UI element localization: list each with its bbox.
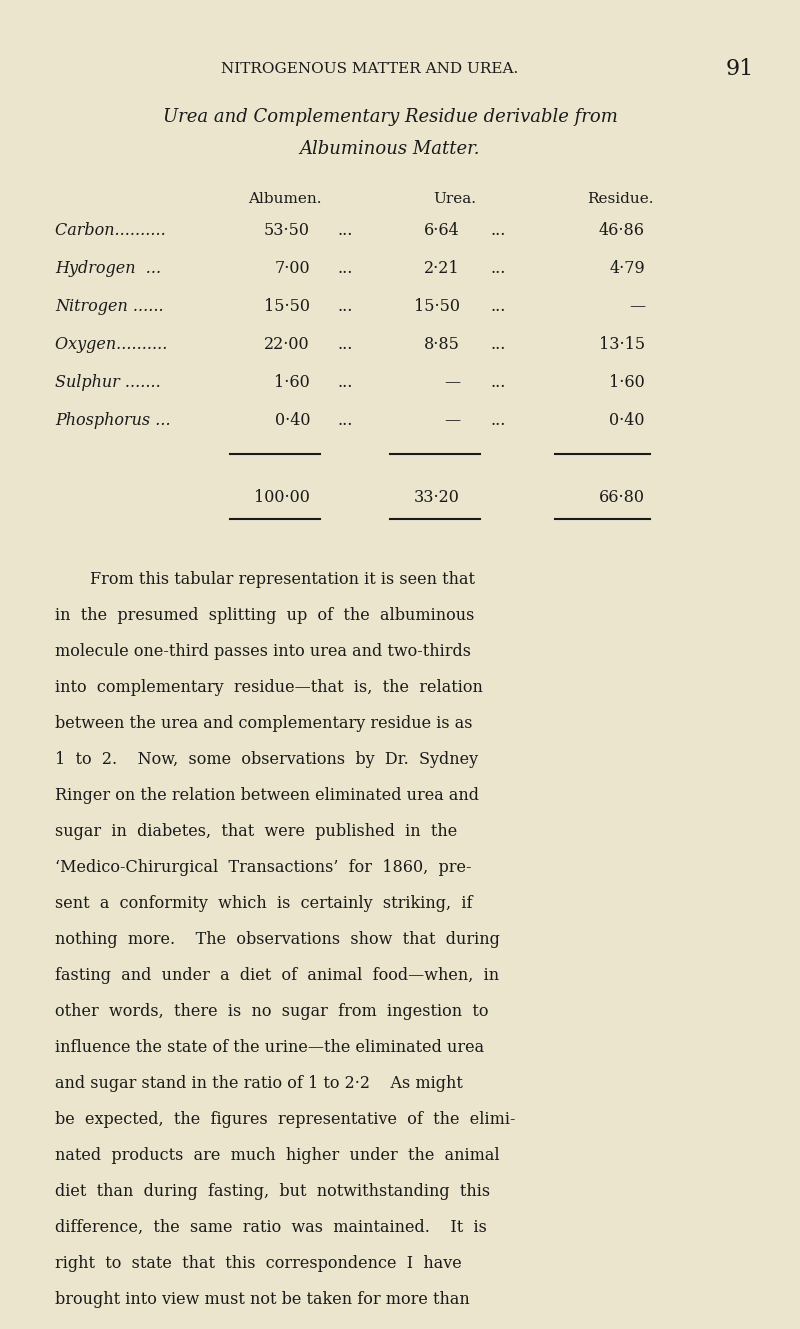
Text: brought into view must not be taken for more than: brought into view must not be taken for … [55,1290,470,1308]
Text: 0·40: 0·40 [610,412,645,429]
Text: 4·79: 4·79 [610,260,645,276]
Text: 13·15: 13·15 [599,336,645,354]
Text: ...: ... [490,298,506,315]
Text: and sugar stand in the ratio of 1 to 2·2    As might: and sugar stand in the ratio of 1 to 2·2… [55,1075,463,1092]
Text: difference,  the  same  ratio  was  maintained.    It  is: difference, the same ratio was maintaine… [55,1219,487,1236]
Text: 22·00: 22·00 [264,336,310,354]
Text: sent  a  conformity  which  is  certainly  striking,  if: sent a conformity which is certainly str… [55,894,473,912]
Text: Phosphorus ...: Phosphorus ... [55,412,176,429]
Text: —: — [444,373,460,391]
Text: ...: ... [490,373,506,391]
Text: 1  to  2.    Now,  some  observations  by  Dr.  Sydney: 1 to 2. Now, some observations by Dr. Sy… [55,751,478,768]
Text: sugar  in  diabetes,  that  were  published  in  the: sugar in diabetes, that were published i… [55,823,458,840]
Text: ...: ... [338,298,353,315]
Text: ...: ... [338,336,353,354]
Text: nated  products  are  much  higher  under  the  animal: nated products are much higher under the… [55,1147,500,1164]
Text: Urea and Complementary Residue derivable from: Urea and Complementary Residue derivable… [162,108,618,126]
Text: ...: ... [490,336,506,354]
Text: Sulphur .......: Sulphur ....... [55,373,166,391]
Text: Nitrogen ......: Nitrogen ...... [55,298,169,315]
Text: 91: 91 [726,58,754,80]
Text: between the urea and complementary residue is as: between the urea and complementary resid… [55,715,473,732]
Text: ...: ... [490,260,506,276]
Text: ...: ... [490,222,506,239]
Text: Oxygen..........: Oxygen.......... [55,336,173,354]
Text: 7·00: 7·00 [274,260,310,276]
Text: be  expected,  the  figures  representative  of  the  elimi-: be expected, the figures representative … [55,1111,515,1128]
Text: Urea.: Urea. [434,191,477,206]
Text: Albumen.: Albumen. [248,191,322,206]
Text: 46·86: 46·86 [599,222,645,239]
Text: 15·50: 15·50 [264,298,310,315]
Text: Carbon..........: Carbon.......... [55,222,171,239]
Text: 8·85: 8·85 [424,336,460,354]
Text: From this tabular representation it is seen that: From this tabular representation it is s… [90,571,475,587]
Text: 100·00: 100·00 [254,489,310,506]
Text: 1·60: 1·60 [610,373,645,391]
Text: Albuminous Matter.: Albuminous Matter. [300,140,480,158]
Text: right  to  state  that  this  correspondence  I  have: right to state that this correspondence … [55,1255,462,1272]
Text: Residue.: Residue. [586,191,654,206]
Text: 2·21: 2·21 [424,260,460,276]
Text: 0·40: 0·40 [274,412,310,429]
Text: ...: ... [338,373,353,391]
Text: 6·64: 6·64 [424,222,460,239]
Text: influence the state of the urine—the eliminated urea: influence the state of the urine—the eli… [55,1039,484,1057]
Text: diet  than  during  fasting,  but  notwithstanding  this: diet than during fasting, but notwithsta… [55,1183,490,1200]
Text: other  words,  there  is  no  sugar  from  ingestion  to: other words, there is no sugar from inge… [55,1003,489,1019]
Text: ...: ... [338,412,353,429]
Text: 66·80: 66·80 [599,489,645,506]
Text: nothing  more.    The  observations  show  that  during: nothing more. The observations show that… [55,932,500,948]
Text: fasting  and  under  a  diet  of  animal  food—when,  in: fasting and under a diet of animal food—… [55,968,499,983]
Text: —: — [629,298,645,315]
Text: —: — [444,412,460,429]
Text: Hydrogen  ...: Hydrogen ... [55,260,166,276]
Text: 15·50: 15·50 [414,298,460,315]
Text: ...: ... [338,222,353,239]
Text: ...: ... [490,412,506,429]
Text: ‘Medico-Chirurgical  Transactions’  for  1860,  pre-: ‘Medico-Chirurgical Transactions’ for 18… [55,859,471,876]
Text: 53·50: 53·50 [264,222,310,239]
Text: in  the  presumed  splitting  up  of  the  albuminous: in the presumed splitting up of the albu… [55,607,474,625]
Text: 1·60: 1·60 [274,373,310,391]
Text: NITROGENOUS MATTER AND UREA.: NITROGENOUS MATTER AND UREA. [222,62,518,76]
Text: Ringer on the relation between eliminated urea and: Ringer on the relation between eliminate… [55,787,479,804]
Text: into  complementary  residue—that  is,  the  relation: into complementary residue—that is, the … [55,679,483,696]
Text: 33·20: 33·20 [414,489,460,506]
Text: ...: ... [338,260,353,276]
Text: molecule one-third passes into urea and two-thirds: molecule one-third passes into urea and … [55,643,471,661]
